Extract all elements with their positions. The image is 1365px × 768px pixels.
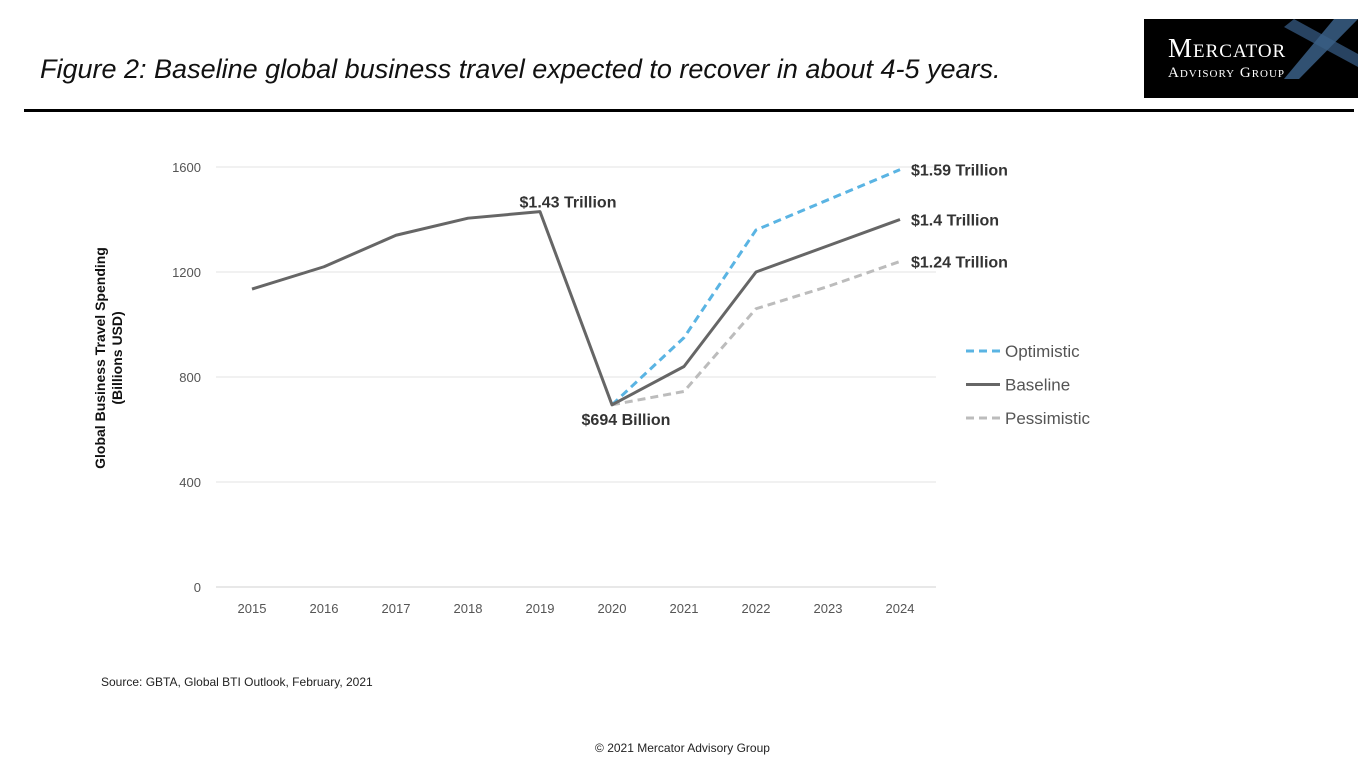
legend-label-pessimistic: Pessimistic — [1005, 409, 1091, 428]
y-tick-label: 1600 — [172, 160, 201, 175]
data-label: $1.4 Trillion — [911, 213, 999, 230]
x-tick-label: 2021 — [670, 601, 699, 616]
series-line-pessimistic — [611, 260, 901, 407]
data-label: $1.43 Trillion — [520, 195, 617, 212]
x-tick-label: 2019 — [526, 601, 555, 616]
x-tick-label: 2016 — [310, 601, 339, 616]
x-tick-label: 2017 — [382, 601, 411, 616]
logo-text-main: Mercator — [1168, 33, 1287, 63]
data-label: $694 Billion — [582, 412, 671, 429]
legend-label-optimistic: Optimistic — [1005, 342, 1080, 361]
y-axis-label: Global Business Travel Spending(Billions… — [92, 247, 125, 469]
x-tick-label: 2024 — [886, 601, 915, 616]
copyright-note: © 2021 Mercator Advisory Group — [595, 741, 770, 755]
logo-x-graphic — [1284, 19, 1358, 79]
data-label: $1.59 Trillion — [911, 163, 1008, 180]
x-tick-label: 2015 — [238, 601, 267, 616]
mercator-logo: Mercator Advisory Group — [1144, 19, 1358, 98]
x-tick-label: 2023 — [814, 601, 843, 616]
source-note: Source: GBTA, Global BTI Outlook, Februa… — [101, 675, 373, 689]
title-divider — [24, 109, 1354, 112]
y-tick-label: 1200 — [172, 265, 201, 280]
logo-text-sub: Advisory Group — [1168, 65, 1286, 81]
legend-label-baseline: Baseline — [1005, 376, 1070, 395]
y-tick-label: 800 — [179, 370, 201, 385]
data-label: $1.24 Trillion — [911, 255, 1008, 272]
x-tick-label: 2022 — [742, 601, 771, 616]
y-tick-label: 400 — [179, 475, 201, 490]
page-title: Figure 2: Baseline global business trave… — [40, 54, 1001, 84]
x-tick-label: 2018 — [454, 601, 483, 616]
x-tick-label: 2020 — [598, 601, 627, 616]
series-line-optimistic — [610, 168, 901, 406]
y-tick-label: 0 — [194, 580, 201, 595]
series-line-baseline — [251, 210, 901, 407]
